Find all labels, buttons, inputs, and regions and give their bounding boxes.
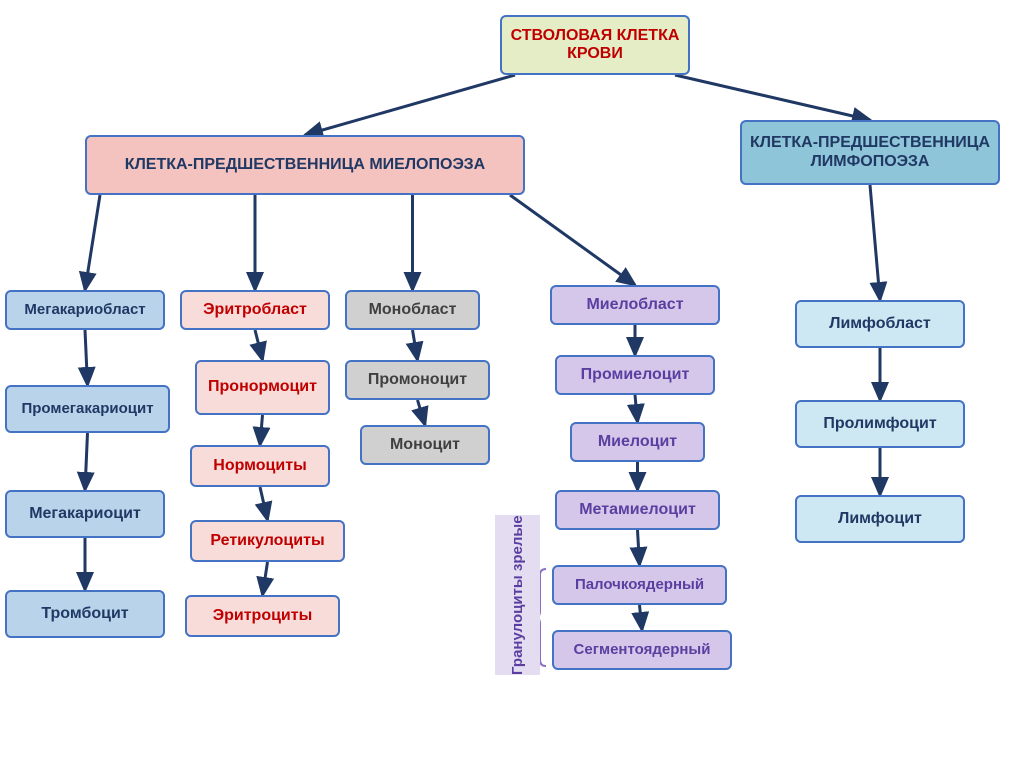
edge-root-myelo_prec [305,75,515,135]
node-label: Эритроциты [213,607,313,625]
node-mye5: Палочкоядерный [552,565,727,605]
node-ery3: Нормоциты [190,445,330,487]
node-label: Моноцит [390,436,460,454]
node-label: Тромбоцит [41,605,128,623]
node-label: Промиелоцит [581,366,690,384]
edge-mye5-mye6 [640,605,643,630]
node-mye1: Миелобласт [550,285,720,325]
node-mega3: Мегакариоцит [5,490,165,538]
node-mye6: Сегментоядерный [552,630,732,670]
edge-mye2-mye3 [635,395,638,422]
node-label: Лимфоцит [838,510,922,528]
edge-mega2-mega3 [85,433,88,490]
node-lym1: Лимфобласт [795,300,965,348]
node-mega4: Тромбоцит [5,590,165,638]
edge-myelo_prec-mega1 [85,195,100,290]
node-label: КЛЕТКА-ПРЕДШЕСТВЕННИЦА МИЕЛОПОЭЗА [125,156,485,174]
node-label: Сегментоядерный [574,641,711,658]
node-mono3: Моноцит [360,425,490,465]
node-label: Нормоциты [213,457,306,475]
edge-ery1-ery2 [255,330,263,360]
edge-ery3-ery4 [260,487,268,520]
edge-mega1-mega2 [85,330,88,385]
node-mega1: Мегакариобласт [5,290,165,330]
node-ery5: Эритроциты [185,595,340,637]
node-label: Промегакариоцит [21,400,153,417]
node-ery4: Ретикулоциты [190,520,345,562]
node-label: СТВОЛОВАЯ КЛЕТКА КРОВИ [508,27,682,64]
node-label: Метамиелоцит [579,501,696,519]
vlabel-text: Гранулоциты зрелые [509,515,526,675]
node-lym3: Лимфоцит [795,495,965,543]
node-label: Эритробласт [203,301,307,319]
edge-myelo_prec-mye1 [510,195,635,285]
node-mega2: Промегакариоцит [5,385,170,433]
node-mono2: Промоноцит [345,360,490,400]
node-ery2: Пронормоцит [195,360,330,415]
node-label: Миелоцит [598,433,677,451]
edge-root-lympho_prec [675,75,870,120]
node-label: Пронормоцит [208,378,317,396]
edge-lympho_prec-lym1 [870,185,880,300]
edge-mono2-mono3 [418,400,426,425]
node-myelo_prec: КЛЕТКА-ПРЕДШЕСТВЕННИЦА МИЕЛОПОЭЗА [85,135,525,195]
edge-ery4-ery5 [263,562,268,595]
node-lympho_prec: КЛЕТКА-ПРЕДШЕСТВЕННИЦА ЛИМФОПОЭЗА [740,120,1000,185]
node-label: Мегакариоцит [29,505,141,523]
node-label: Ретикулоциты [210,532,324,550]
node-label: Миелобласт [586,296,683,314]
node-label: Пролимфоцит [823,415,936,433]
node-root: СТВОЛОВАЯ КЛЕТКА КРОВИ [500,15,690,75]
node-label: Мегакариобласт [24,301,145,318]
granulocytes-label: Гранулоциты зрелые [495,515,540,675]
node-label: Монобласт [369,301,457,319]
node-ery1: Эритробласт [180,290,330,330]
node-mye2: Промиелоцит [555,355,715,395]
node-mye4: Метамиелоцит [555,490,720,530]
node-label: КЛЕТКА-ПРЕДШЕСТВЕННИЦА ЛИМФОПОЭЗА [748,134,992,171]
node-mye3: Миелоцит [570,422,705,462]
edge-mono1-mono2 [413,330,418,360]
node-mono1: Монобласт [345,290,480,330]
node-label: Лимфобласт [829,315,931,333]
node-label: Промоноцит [368,371,467,389]
node-lym2: Пролимфоцит [795,400,965,448]
edge-ery2-ery3 [260,415,263,445]
node-label: Палочкоядерный [575,576,704,593]
edge-mye4-mye5 [638,530,640,565]
